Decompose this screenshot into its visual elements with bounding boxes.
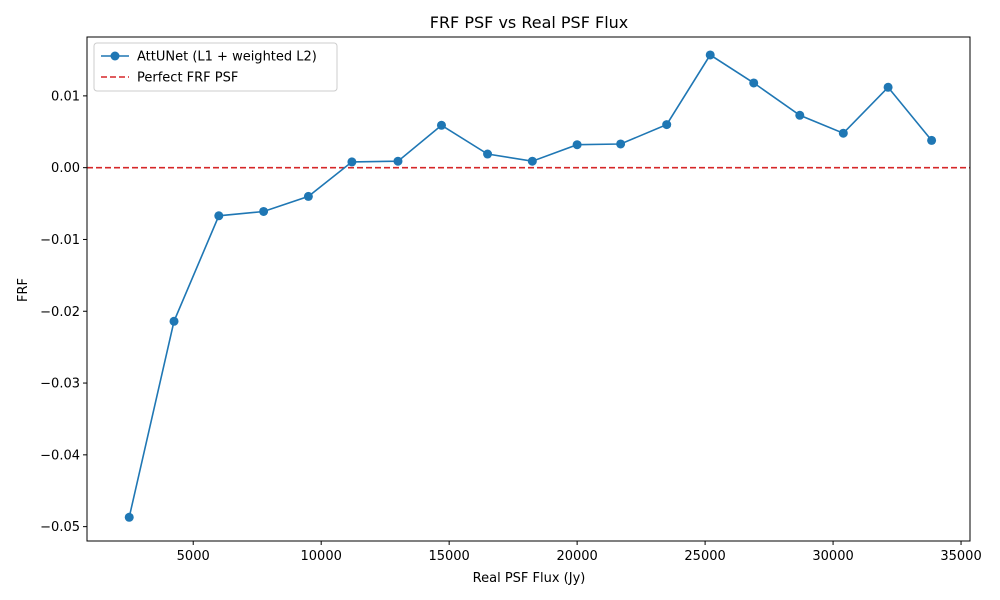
data-point-0-3 [259, 206, 269, 216]
y-tick-label-5: 0.00 [51, 161, 80, 176]
data-point-0-2 [214, 211, 224, 221]
x-tick-label-4: 25000 [684, 549, 725, 564]
y-tick-label-3: −0.02 [40, 305, 80, 320]
x-tick-label-2: 15000 [428, 549, 469, 564]
plot-area: 5000 10000 15000 20000 25000 30000 35000 −0.05 −… [40, 36, 982, 564]
data-point-0-0 [124, 512, 134, 522]
legend-reference-label: Perfect FRF PSF [137, 71, 238, 86]
data-point-0-13 [705, 50, 715, 60]
chart-title: FRF PSF vs Real PSF Flux [430, 13, 629, 32]
legend-series-label: AttUNet (L1 + weighted L2) [137, 50, 317, 65]
x-tick-label-0: 5000 [177, 549, 210, 564]
data-point-0-4 [303, 191, 313, 201]
data-point-0-15 [795, 110, 805, 120]
y-tick-label-6: 0.01 [51, 89, 80, 104]
x-tick-label-5: 30000 [812, 549, 853, 564]
y-axis-label: FRF [16, 278, 31, 302]
y-tick-label-1: −0.04 [40, 448, 80, 463]
data-point-0-5 [347, 157, 357, 167]
series-line-0 [128, 53, 933, 518]
data-point-0-10 [572, 140, 582, 150]
data-point-0-6 [393, 156, 403, 166]
data-point-0-12 [662, 120, 672, 130]
axes-frame [86, 36, 971, 542]
data-point-0-1 [169, 316, 179, 326]
x-axis-label: Real PSF Flux (Jy) [473, 571, 586, 586]
y-tick-label-0: −0.05 [40, 520, 80, 535]
legend-series-marker [110, 51, 120, 61]
x-tick-label-1: 10000 [301, 549, 342, 564]
data-point-0-14 [749, 78, 759, 88]
legend: AttUNet (L1 + weighted L2) Perfect FRF PS… [93, 42, 338, 92]
data-point-0-9 [527, 156, 537, 166]
y-tick-label-2: −0.03 [40, 377, 80, 392]
data-point-0-17 [883, 82, 893, 92]
x-tick-label-6: 35000 [940, 549, 981, 564]
y-tick-label-4: −0.01 [40, 233, 80, 248]
data-point-0-16 [838, 128, 848, 138]
data-point-0-8 [483, 149, 493, 159]
data-point-0-11 [616, 139, 626, 149]
legend-box [93, 42, 338, 92]
data-point-0-7 [436, 120, 446, 130]
x-tick-label-3: 20000 [556, 549, 597, 564]
data-point-0-18 [927, 135, 937, 145]
